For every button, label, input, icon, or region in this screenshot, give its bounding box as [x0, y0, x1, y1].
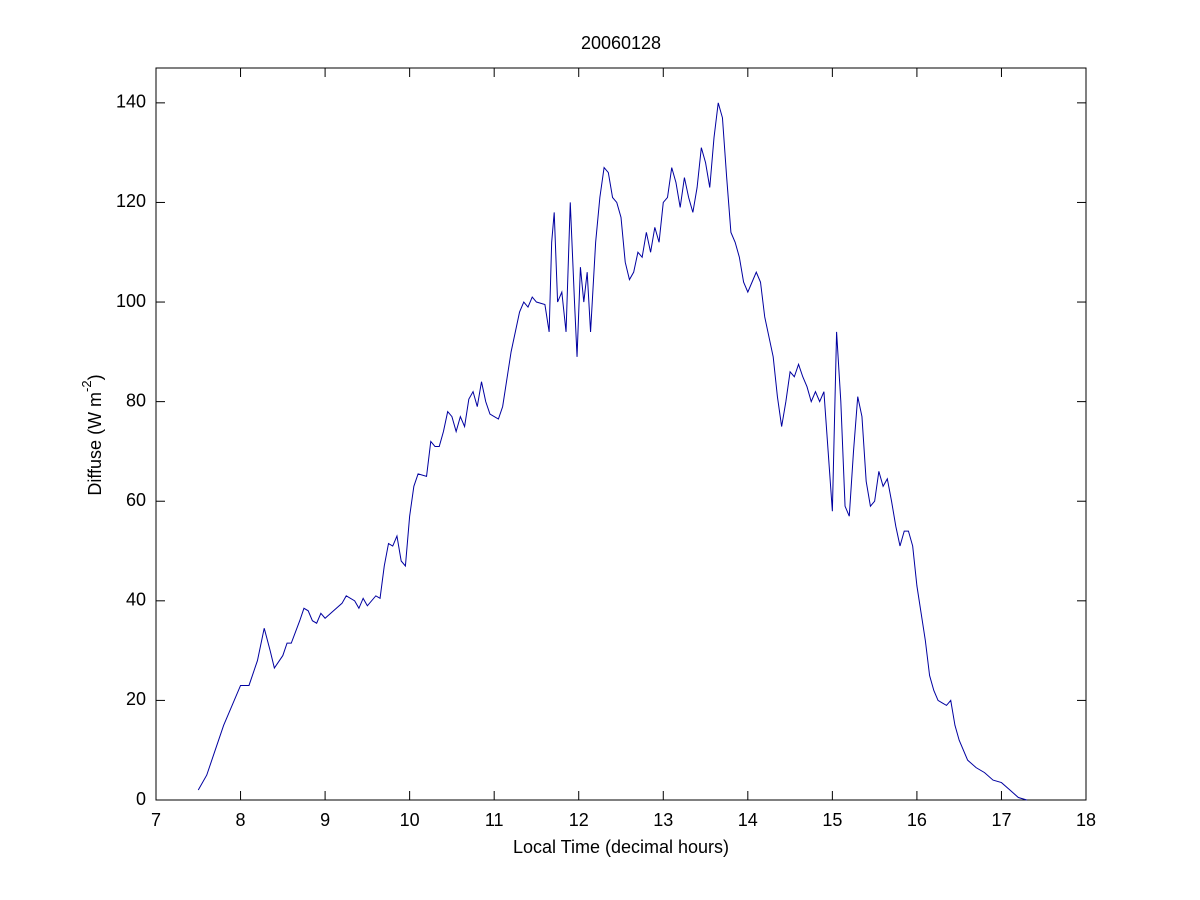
y-tick-label: 40 [126, 590, 146, 610]
data-line [197, 102, 1027, 801]
x-tick-label: 7 [151, 810, 161, 830]
x-tick-label: 9 [320, 810, 330, 830]
x-tick-label: 11 [485, 810, 504, 830]
x-tick-label: 16 [907, 810, 927, 830]
y-tick-label: 100 [116, 291, 146, 311]
x-tick-label: 18 [1076, 810, 1096, 830]
y-tick-label: 80 [126, 390, 146, 410]
x-axis-label: Local Time (decimal hours) [513, 837, 729, 857]
y-axis-label-part: ) [85, 374, 105, 380]
x-tick-label: 12 [569, 810, 589, 830]
y-axis-label: Diffuse (W m-2) [79, 374, 104, 495]
plot-frame [155, 67, 1087, 801]
x-tick-label: 15 [822, 810, 842, 830]
y-tick-label: 0 [136, 789, 146, 809]
x-tick-label: 8 [236, 810, 246, 830]
chart-title: 20060128 [581, 33, 661, 53]
x-tick-label: 10 [400, 810, 420, 830]
y-tick-label: 120 [116, 191, 146, 211]
y-axis-label-part: Diffuse (W m [85, 392, 105, 496]
y-axis-label-sup: -2 [79, 380, 94, 392]
y-tick-label: 140 [116, 92, 146, 112]
y-tick-label: 60 [126, 490, 146, 510]
x-tick-label: 17 [991, 810, 1011, 830]
x-tick-label: 13 [653, 810, 673, 830]
x-tick-label: 14 [738, 810, 758, 830]
y-tick-label: 20 [126, 689, 146, 709]
